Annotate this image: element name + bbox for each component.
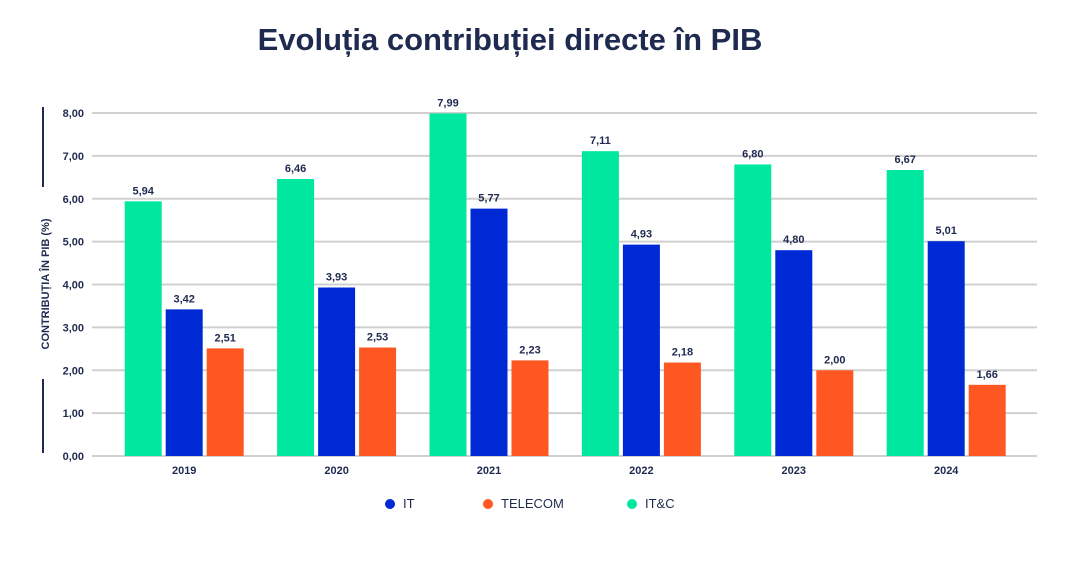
- y-tick-label: 4,00: [63, 280, 84, 292]
- legend-item: IT: [385, 496, 415, 511]
- x-tick-label: 2023: [782, 465, 806, 477]
- bar-itc-2021: [429, 113, 467, 457]
- data-label: 4,93: [631, 229, 652, 241]
- bar-itc-2020: [277, 179, 315, 456]
- bar-it-2021: [470, 208, 508, 456]
- y-tick-label: 8,00: [63, 108, 84, 120]
- legend-label: IT: [403, 496, 415, 511]
- bar-telecom-2023: [816, 370, 854, 456]
- y-tick-label: 3,00: [63, 322, 84, 334]
- y-tick-label: 2,00: [63, 365, 84, 377]
- bar-telecom-2019: [206, 348, 244, 456]
- bar-telecom-2020: [359, 347, 397, 456]
- bar-itc-2023: [734, 164, 772, 456]
- data-label: 5,94: [132, 185, 154, 197]
- data-label: 2,53: [367, 332, 388, 344]
- data-label: 1,66: [976, 369, 997, 381]
- data-label: 2,51: [214, 332, 235, 344]
- x-tick-label: 2022: [629, 465, 653, 477]
- y-tick-label: 6,00: [63, 194, 84, 206]
- y-tick-label: 7,00: [63, 151, 84, 163]
- bar-it-2022: [622, 244, 660, 456]
- y-axis-label: CONTRIBUȚIA ÎN PIB (%): [39, 218, 52, 349]
- bar-it-2020: [318, 287, 356, 456]
- y-tick-label: 1,00: [63, 408, 84, 420]
- data-label: 7,11: [590, 135, 611, 147]
- x-tick-label: 2021: [477, 465, 501, 477]
- data-label: 3,93: [326, 272, 347, 284]
- legend-dot-icon: [483, 498, 493, 509]
- legend-dot-icon: [627, 498, 637, 509]
- data-label: 6,67: [894, 154, 915, 166]
- x-tick-label: 2020: [324, 465, 348, 477]
- y-tick-label: 0,00: [63, 451, 84, 463]
- bar-itc-2024: [886, 170, 924, 456]
- data-label: 5,77: [478, 193, 499, 205]
- data-label: 4,80: [783, 234, 804, 246]
- bar-it-2019: [165, 309, 203, 456]
- data-label: 3,42: [173, 293, 194, 305]
- data-label: 5,01: [935, 225, 956, 237]
- data-label: 6,46: [285, 163, 306, 175]
- bar-it-2024: [927, 241, 965, 456]
- bar-telecom-2021: [511, 360, 549, 456]
- data-label: 2,18: [672, 347, 693, 359]
- data-label: 2,00: [824, 354, 845, 366]
- data-label: 2,23: [519, 344, 540, 356]
- legend-label: IT&C: [645, 496, 675, 511]
- y-tick-label: 5,00: [63, 237, 84, 249]
- x-tick-label: 2019: [172, 465, 196, 477]
- data-label: 7,99: [437, 97, 458, 109]
- legend-item: TELECOM: [483, 496, 564, 511]
- bar-telecom-2024: [968, 384, 1006, 456]
- bar-itc-2019: [124, 201, 162, 456]
- legend-dot-icon: [385, 498, 395, 509]
- chart-title: Evoluția contribuției directe în PIB: [257, 22, 763, 57]
- bar-itc-2022: [581, 151, 619, 456]
- bar-telecom-2022: [663, 362, 701, 456]
- x-tick-label: 2024: [934, 465, 959, 477]
- data-label: 6,80: [742, 148, 763, 160]
- legend-item: IT&C: [627, 496, 675, 511]
- bar-it-2023: [775, 250, 813, 456]
- legend-label: TELECOM: [501, 496, 564, 511]
